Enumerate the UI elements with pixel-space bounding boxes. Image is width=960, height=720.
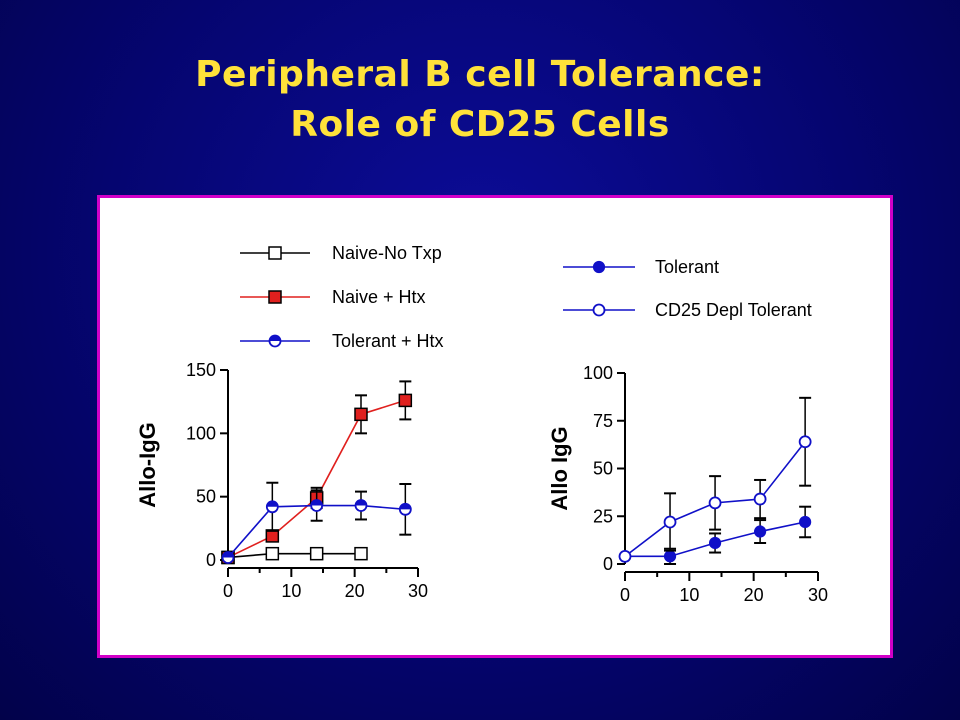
chart1-series-1-point bbox=[354, 546, 368, 561]
chart2-series-2-point-shape bbox=[798, 435, 812, 449]
chart1-y-tick-label: 100 bbox=[186, 423, 216, 443]
chart1-series-3-point-fill bbox=[355, 500, 367, 506]
chart2-series-2-point-shape bbox=[663, 515, 677, 529]
slide-title: Peripheral B cell Tolerance: Role of CD2… bbox=[0, 50, 960, 150]
chart1-legend-label-1: Naive-No Txp bbox=[332, 243, 442, 263]
chart2-series-1-point bbox=[799, 515, 812, 529]
title-line-2: Role of CD25 Cells bbox=[290, 104, 670, 145]
chart1-legend-marker-2 bbox=[268, 290, 282, 304]
chart2-series-2-point bbox=[663, 515, 677, 529]
chart1-series-1-point-shape bbox=[265, 546, 280, 561]
chart2-legend-marker-2 bbox=[592, 303, 606, 317]
chart2-series-2-point-shape bbox=[708, 496, 722, 510]
chart2-y-tick-label: 25 bbox=[593, 506, 613, 526]
chart2-x-tick-label: 30 bbox=[808, 585, 828, 605]
chart-panel: 0 50 100 150 0 10 20 30 Allo-IgG Naive-No Txp Naiv… bbox=[97, 195, 893, 658]
chart1-series-3-point bbox=[354, 499, 368, 512]
chart2-series-1-point-shape bbox=[753, 525, 767, 538]
chart1-y-tick-label: 50 bbox=[196, 487, 216, 507]
chart2-y-tick-label: 75 bbox=[593, 411, 613, 431]
chart2-series-2-point bbox=[618, 549, 632, 563]
chart2-series-1-point-shape bbox=[799, 515, 812, 529]
chart2-series-2-point bbox=[753, 492, 767, 506]
chart1-x-tick-label: 0 bbox=[223, 581, 233, 601]
chart2-series-2-point bbox=[798, 435, 812, 449]
chart1-x-tick-label: 30 bbox=[408, 581, 428, 601]
chart1-series-1-point-shape bbox=[309, 546, 324, 561]
chart2-series-1-point bbox=[708, 536, 722, 550]
chart1-legend-label-2: Naive + Htx bbox=[332, 287, 426, 307]
chart1-series-3-point-fill bbox=[399, 503, 411, 510]
chart1-series-3-point bbox=[221, 551, 235, 564]
chart1-series-1-point-shape bbox=[354, 546, 368, 561]
chart1-y-axis-label: Allo-IgG bbox=[135, 422, 160, 508]
chart2-x-tick-label: 20 bbox=[744, 585, 764, 605]
chart2-series-1-point bbox=[663, 550, 677, 563]
chart1-series-2-point bbox=[398, 393, 413, 408]
chart1-y-tick-label: 150 bbox=[186, 360, 216, 380]
chart2-x-tick-label: 10 bbox=[679, 585, 699, 605]
chart1-series-3-point-fill bbox=[266, 501, 278, 507]
chart1-series-2-point bbox=[354, 407, 368, 422]
chart1-series-2-point-shape bbox=[398, 393, 413, 408]
chart1-x-tick-label: 10 bbox=[281, 581, 301, 601]
chart1-series-3-point bbox=[265, 500, 279, 514]
chart1-legend-marker-1 bbox=[268, 246, 282, 260]
chart2-legend-marker-1 bbox=[592, 260, 606, 274]
chart2-y-tick-label: 50 bbox=[593, 459, 613, 479]
chart1-legend-marker-3-fill bbox=[269, 335, 281, 341]
chart1-series-2-line bbox=[227, 399, 406, 559]
chart1-legend-marker-3 bbox=[268, 334, 282, 348]
chart1-series-3-point-fill bbox=[222, 551, 234, 558]
chart2-series-1-point bbox=[753, 525, 767, 538]
chart1-series-3-point bbox=[398, 502, 412, 516]
chart1-x-tick-label: 20 bbox=[345, 581, 365, 601]
chart2-legend-marker-2-shape bbox=[592, 303, 606, 317]
title-line-1: Peripheral B cell Tolerance: bbox=[195, 54, 765, 95]
chart2-y-axis-label: Allo IgG bbox=[547, 426, 572, 510]
chart2-legend-marker-1-shape bbox=[592, 260, 606, 274]
chart2-series-2-point bbox=[708, 496, 722, 510]
chart2-series-1-point-shape bbox=[663, 550, 677, 563]
chart1-series-1-point bbox=[265, 546, 280, 561]
chart2-y-tick-label: 0 bbox=[603, 554, 613, 574]
chart2-y-tick-label: 100 bbox=[583, 363, 613, 383]
chart1-legend-marker-2-shape bbox=[268, 290, 282, 304]
chart2-legend-label-2: CD25 Depl Tolerant bbox=[655, 300, 812, 320]
chart2-series-2-point-shape bbox=[753, 492, 767, 506]
chart2-series-1-point-shape bbox=[708, 536, 722, 550]
chart1-legend-label-3: Tolerant + Htx bbox=[332, 331, 444, 351]
chart2-series-2-point-shape bbox=[618, 549, 632, 563]
chart2-legend-label-1: Tolerant bbox=[655, 257, 719, 277]
chart1-series-1-line bbox=[227, 552, 361, 559]
chart2-x-tick-label: 0 bbox=[620, 585, 630, 605]
chart1-series-3-point bbox=[310, 499, 324, 512]
chart1-series-1-point bbox=[309, 546, 324, 561]
chart1-series-3-point-fill bbox=[311, 500, 323, 506]
chart1-y-tick-label: 0 bbox=[206, 550, 216, 570]
chart1-legend-marker-1-shape bbox=[268, 246, 282, 260]
chart1-series-2-point-shape bbox=[354, 407, 368, 422]
